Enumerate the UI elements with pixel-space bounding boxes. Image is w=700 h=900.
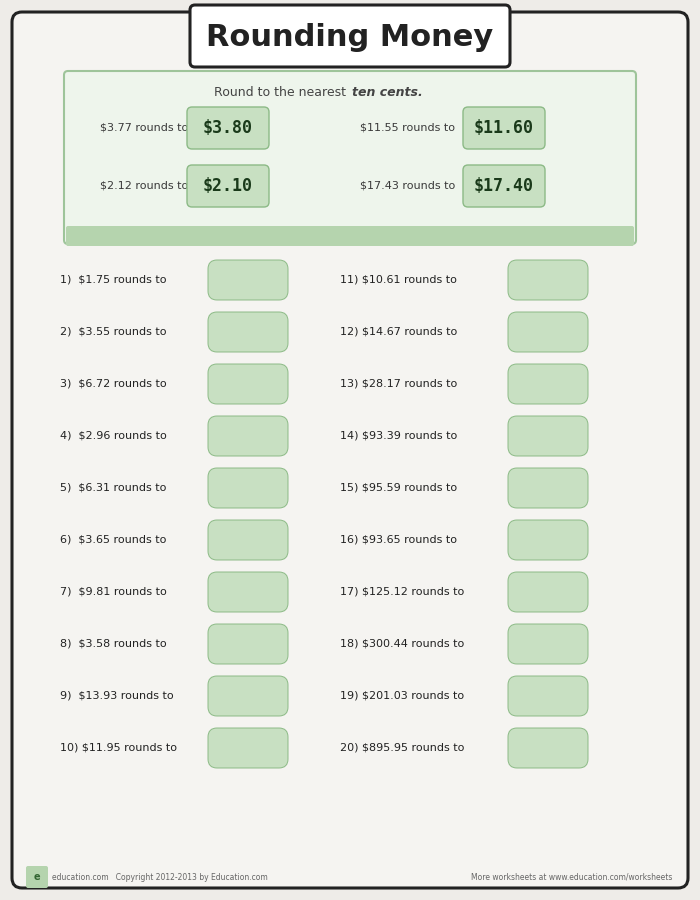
Text: 16) $93.65 rounds to: 16) $93.65 rounds to (340, 535, 457, 545)
Text: $11.60: $11.60 (474, 119, 534, 137)
FancyBboxPatch shape (463, 165, 545, 207)
Text: 5)  $6.31 rounds to: 5) $6.31 rounds to (60, 483, 167, 493)
FancyBboxPatch shape (208, 260, 288, 300)
FancyBboxPatch shape (508, 624, 588, 664)
FancyBboxPatch shape (208, 520, 288, 560)
FancyBboxPatch shape (208, 624, 288, 664)
FancyBboxPatch shape (12, 12, 688, 888)
Text: 2)  $3.55 rounds to: 2) $3.55 rounds to (60, 327, 167, 337)
Text: e: e (34, 872, 41, 882)
FancyBboxPatch shape (208, 312, 288, 352)
Text: $3.80: $3.80 (203, 119, 253, 137)
FancyBboxPatch shape (508, 728, 588, 768)
Text: $17.43 rounds to: $17.43 rounds to (360, 181, 455, 191)
FancyBboxPatch shape (208, 676, 288, 716)
FancyBboxPatch shape (508, 416, 588, 456)
FancyBboxPatch shape (208, 416, 288, 456)
Text: 18) $300.44 rounds to: 18) $300.44 rounds to (340, 639, 464, 649)
FancyBboxPatch shape (508, 520, 588, 560)
Text: 9)  $13.93 rounds to: 9) $13.93 rounds to (60, 691, 174, 701)
Text: 6)  $3.65 rounds to: 6) $3.65 rounds to (60, 535, 167, 545)
FancyBboxPatch shape (64, 71, 636, 244)
FancyBboxPatch shape (508, 364, 588, 404)
FancyBboxPatch shape (508, 312, 588, 352)
Text: 13) $28.17 rounds to: 13) $28.17 rounds to (340, 379, 457, 389)
FancyBboxPatch shape (208, 572, 288, 612)
FancyBboxPatch shape (508, 676, 588, 716)
Text: Rounding Money: Rounding Money (206, 23, 494, 52)
Text: 4)  $2.96 rounds to: 4) $2.96 rounds to (60, 431, 167, 441)
FancyBboxPatch shape (190, 5, 510, 67)
FancyBboxPatch shape (508, 572, 588, 612)
Text: Round to the nearest: Round to the nearest (214, 86, 350, 100)
Text: 8)  $3.58 rounds to: 8) $3.58 rounds to (60, 639, 167, 649)
FancyBboxPatch shape (508, 468, 588, 508)
Text: $2.12 rounds to: $2.12 rounds to (100, 181, 188, 191)
Text: 12) $14.67 rounds to: 12) $14.67 rounds to (340, 327, 457, 337)
Text: ten cents.: ten cents. (352, 86, 423, 100)
Text: 1)  $1.75 rounds to: 1) $1.75 rounds to (60, 275, 167, 285)
FancyBboxPatch shape (508, 260, 588, 300)
FancyBboxPatch shape (208, 468, 288, 508)
Text: $3.77 rounds to: $3.77 rounds to (100, 123, 188, 133)
Text: $2.10: $2.10 (203, 177, 253, 195)
FancyBboxPatch shape (187, 165, 269, 207)
Text: 7)  $9.81 rounds to: 7) $9.81 rounds to (60, 587, 167, 597)
Text: 14) $93.39 rounds to: 14) $93.39 rounds to (340, 431, 457, 441)
FancyBboxPatch shape (208, 728, 288, 768)
Text: $17.40: $17.40 (474, 177, 534, 195)
Text: More worksheets at www.education.com/worksheets: More worksheets at www.education.com/wor… (470, 872, 672, 881)
Text: 3)  $6.72 rounds to: 3) $6.72 rounds to (60, 379, 167, 389)
FancyBboxPatch shape (26, 866, 48, 888)
FancyBboxPatch shape (187, 107, 269, 149)
Text: education.com   Copyright 2012-2013 by Education.com: education.com Copyright 2012-2013 by Edu… (52, 872, 267, 881)
Text: 15) $95.59 rounds to: 15) $95.59 rounds to (340, 483, 457, 493)
Text: 11) $10.61 rounds to: 11) $10.61 rounds to (340, 275, 457, 285)
FancyBboxPatch shape (66, 226, 634, 246)
Text: 17) $125.12 rounds to: 17) $125.12 rounds to (340, 587, 464, 597)
Text: 19) $201.03 rounds to: 19) $201.03 rounds to (340, 691, 464, 701)
Text: $11.55 rounds to: $11.55 rounds to (360, 123, 455, 133)
FancyBboxPatch shape (463, 107, 545, 149)
Text: 10) $11.95 rounds to: 10) $11.95 rounds to (60, 743, 177, 753)
FancyBboxPatch shape (208, 364, 288, 404)
Text: 20) $895.95 rounds to: 20) $895.95 rounds to (340, 743, 464, 753)
